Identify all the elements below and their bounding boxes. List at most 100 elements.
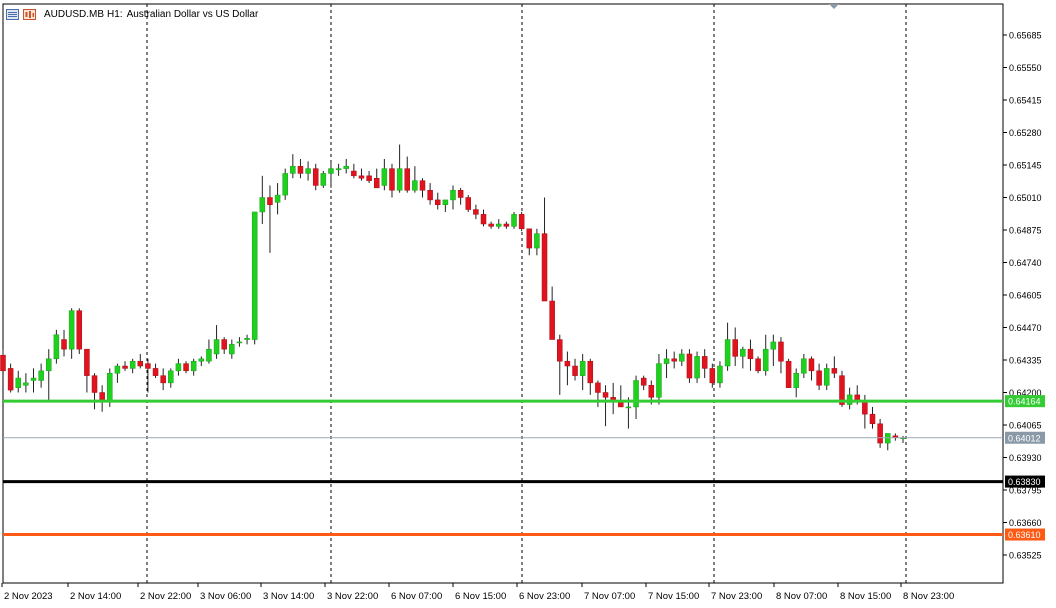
- candle: [152, 363, 159, 379]
- candle: [160, 368, 166, 391]
- svg-text:8 Nov 15:00: 8 Nov 15:00: [840, 591, 891, 602]
- candle: [640, 375, 647, 391]
- trade-panel-icon[interactable]: [23, 8, 36, 20]
- symbol-description: Australian Dollar vs US Dollar: [126, 8, 259, 20]
- candle: [534, 228, 540, 256]
- chart-title: AUDUSD.MB H1: Australian Dollar vs US Doll…: [44, 9, 258, 20]
- candle: [496, 219, 502, 229]
- y-axis-label: 0.64200: [1003, 388, 1042, 398]
- y-axis-label: 0.64740: [1003, 258, 1042, 268]
- x-axis-label: 7 Nov 07:00: [581, 583, 635, 602]
- candle: [526, 228, 533, 256]
- y-axis-label: 0.63525: [1003, 551, 1042, 561]
- candle: [808, 356, 815, 381]
- candle: [549, 286, 555, 340]
- candle: [442, 199, 449, 212]
- candle: [755, 356, 761, 374]
- svg-text:0.63795: 0.63795: [1009, 486, 1042, 496]
- svg-text:2 Nov 14:00: 2 Nov 14:00: [70, 591, 121, 602]
- candle: [488, 221, 494, 229]
- candle: [76, 308, 83, 354]
- candle: [770, 334, 777, 367]
- plot-area[interactable]: [2, 3, 1004, 584]
- candle: [717, 361, 723, 388]
- x-axis-label: 6 Nov 23:00: [516, 583, 570, 602]
- candle: [450, 185, 456, 210]
- symbol-name: AUDUSD.MB: [44, 8, 105, 20]
- candle: [389, 163, 395, 198]
- chart-header: AUDUSD.MB H1: Australian Dollar vs US Doll…: [6, 6, 258, 22]
- svg-text:6 Nov 15:00: 6 Nov 15:00: [455, 591, 506, 602]
- candle: [15, 370, 22, 393]
- svg-text:0.63610: 0.63610: [1008, 530, 1041, 540]
- x-axis-label: 3 Nov 14:00: [260, 583, 314, 602]
- candle: [663, 349, 670, 379]
- candle: [671, 351, 677, 369]
- candle: [351, 163, 357, 179]
- y-axis-label: 0.65010: [1003, 193, 1042, 203]
- svg-text:6 Nov 07:00: 6 Nov 07:00: [391, 591, 442, 602]
- chart-shift-marker[interactable]: [829, 4, 839, 9]
- candle: [251, 211, 258, 345]
- candle: [274, 183, 281, 215]
- svg-text:0.64335: 0.64335: [1009, 356, 1042, 366]
- svg-text:8 Nov 07:00: 8 Nov 07:00: [776, 591, 827, 602]
- y-axis-label: 0.63930: [1003, 453, 1042, 463]
- y-axis-label: 0.65550: [1003, 63, 1042, 73]
- candle: [831, 356, 838, 379]
- candle: [869, 406, 876, 429]
- candle: [724, 322, 731, 371]
- svg-text:0.63930: 0.63930: [1009, 453, 1042, 463]
- candle: [198, 356, 205, 367]
- current-price-line: 0.64012: [3, 431, 1045, 444]
- candle: [404, 156, 410, 193]
- candle: [679, 349, 685, 367]
- x-axis-label: 2 Nov 14:00: [67, 583, 121, 602]
- candle: [823, 363, 830, 391]
- candle: [602, 385, 609, 427]
- candle: [694, 351, 700, 383]
- y-axis-label: 0.64065: [1003, 421, 1042, 431]
- candle: [23, 373, 29, 393]
- svg-text:0.63525: 0.63525: [1009, 551, 1042, 561]
- svg-text:0.63660: 0.63660: [1009, 518, 1042, 528]
- svg-text:6 Nov 23:00: 6 Nov 23:00: [519, 591, 570, 602]
- y-axis-label: 0.64335: [1003, 356, 1042, 366]
- svg-text:0.65010: 0.65010: [1009, 193, 1042, 203]
- candle: [168, 368, 174, 388]
- x-axis-label: 6 Nov 15:00: [452, 583, 506, 602]
- svg-text:0.64740: 0.64740: [1009, 258, 1042, 268]
- candle: [579, 353, 586, 391]
- candle: [229, 339, 235, 359]
- candle: [38, 363, 44, 388]
- candle: [137, 353, 144, 369]
- candle: [145, 358, 151, 393]
- svg-text:0.64065: 0.64065: [1009, 421, 1042, 431]
- support-level-orange[interactable]: 0.63610: [3, 528, 1045, 541]
- candle: [30, 368, 37, 393]
- svg-text:0.65415: 0.65415: [1009, 96, 1042, 106]
- candle: [7, 363, 14, 393]
- chart-menu-icon[interactable]: [6, 8, 19, 20]
- svg-text:0.65685: 0.65685: [1009, 31, 1042, 41]
- svg-text:7 Nov 23:00: 7 Nov 23:00: [711, 591, 762, 602]
- candle: [206, 339, 212, 364]
- svg-text:0.64470: 0.64470: [1009, 323, 1042, 333]
- candle: [427, 183, 433, 205]
- svg-text:7 Nov 15:00: 7 Nov 15:00: [648, 591, 699, 602]
- svg-text:2 Nov 22:00: 2 Nov 22:00: [140, 591, 191, 602]
- candle: [46, 349, 52, 403]
- candle: [282, 168, 288, 200]
- candle: [762, 334, 769, 376]
- svg-text:0.64012: 0.64012: [1008, 433, 1041, 443]
- x-axis-label: 7 Nov 15:00: [645, 583, 699, 602]
- candle: [511, 211, 517, 229]
- support-level-green[interactable]: 0.64164: [3, 395, 1045, 408]
- candle: [518, 211, 525, 232]
- support-level-black[interactable]: 0.63830: [3, 475, 1045, 488]
- candle: [701, 349, 708, 379]
- candle: [412, 166, 418, 193]
- x-axis-label: 8 Nov 15:00: [837, 583, 891, 602]
